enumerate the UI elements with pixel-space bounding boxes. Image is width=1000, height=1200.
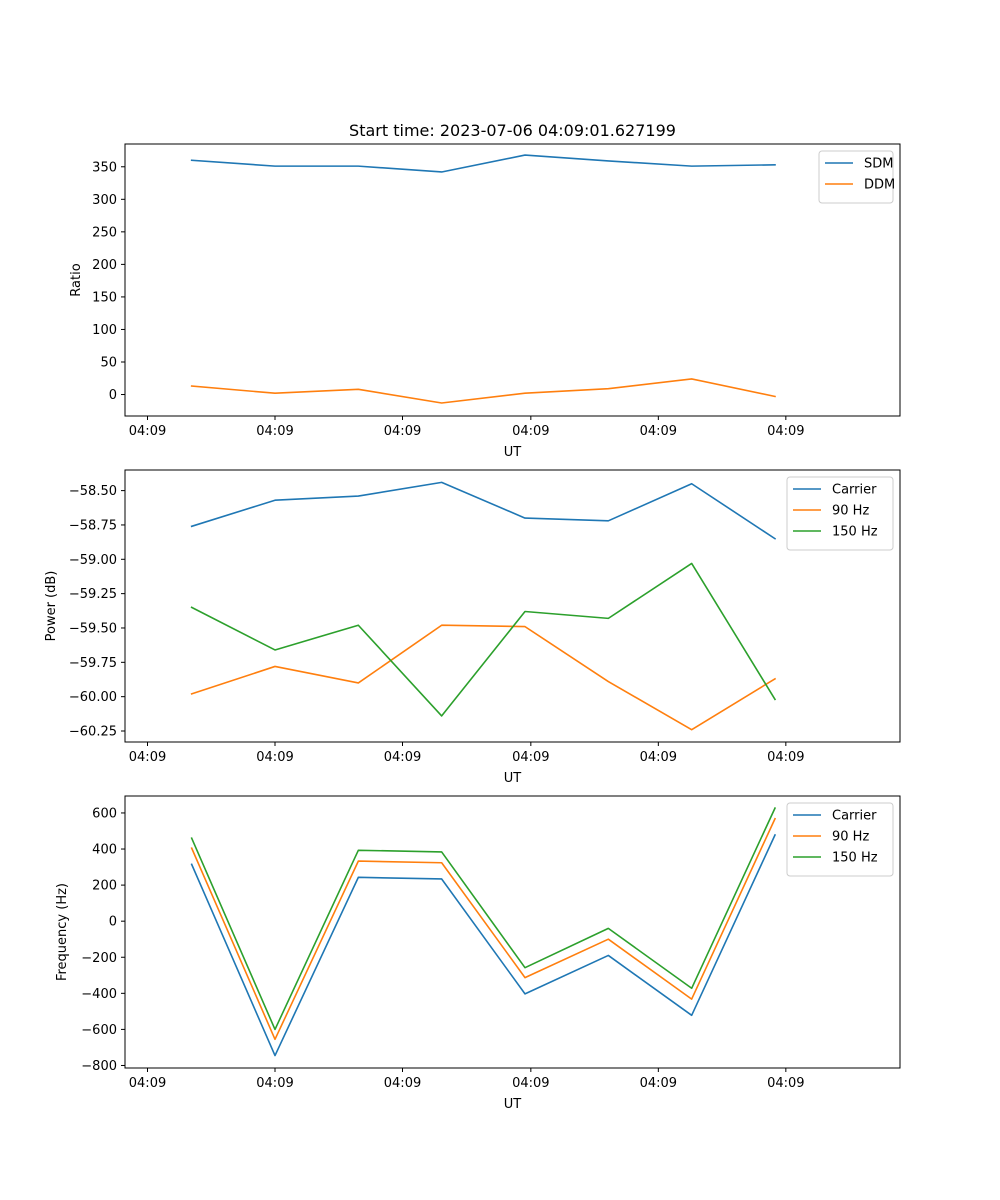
power-legend-label-carrier: Carrier: [832, 483, 877, 498]
frequency-y-tick-label: −800: [81, 1059, 117, 1074]
ratio-axes-frame: [124, 143, 901, 417]
frequency-x-tick-label: 04:09: [512, 1076, 549, 1091]
frequency-series-90-hz-line: [190, 817, 777, 1041]
chart-title: Start time: 2023-07-06 04:09:01.627199: [349, 121, 676, 140]
power-axes-frame: [124, 469, 901, 743]
frequency-y-axis-label: Frequency (Hz): [55, 883, 70, 981]
power-panel: 04:09 04:09 04:09 04:09 04:09 04:09 −58.50 −58.…: [44, 469, 901, 786]
frequency-x-axis-label: UT: [504, 1097, 522, 1112]
frequency-x-tick-label: 04:09: [256, 1076, 293, 1091]
power-x-tick-label: 04:09: [256, 750, 293, 765]
frequency-y-tick-label: 600: [92, 806, 117, 821]
power-y-tick-label: −60.00: [69, 690, 117, 705]
power-y-tick-label: −59.00: [69, 553, 117, 568]
frequency-plot-area: 04:09 04:09 04:09 04:09 04:09 04:09 600 400 200 0…: [81, 802, 894, 1091]
frequency-x-tick-label: 04:09: [767, 1076, 804, 1091]
ratio-y-tick-label: 50: [100, 355, 117, 370]
frequency-x-tick-label: 04:09: [640, 1076, 677, 1091]
ratio-x-axis-label: UT: [504, 445, 522, 460]
ratio-x-tick-label: 04:09: [512, 424, 549, 439]
power-series-150-hz-line: [190, 562, 777, 717]
power-legend-label-90-hz: 90 Hz: [832, 504, 869, 519]
ratio-x-tick-label: 04:09: [767, 424, 804, 439]
frequency-legend-label-150-hz: 150 Hz: [832, 851, 878, 866]
power-series-carrier-line: [190, 481, 777, 540]
frequency-legend: Carrier 90 Hz 150 Hz: [786, 802, 894, 877]
power-plot-area: 04:09 04:09 04:09 04:09 04:09 04:09 −58.50 −58.…: [69, 476, 894, 765]
ratio-series-ddm-line: [190, 378, 776, 404]
ratio-x-tick-label: 04:09: [640, 424, 677, 439]
power-legend: Carrier 90 Hz 150 Hz: [786, 476, 894, 551]
ratio-series-sdm-line: [190, 154, 776, 173]
power-x-tick-label: 04:09: [384, 750, 421, 765]
frequency-axes-frame: [124, 795, 901, 1069]
frequency-series-150-hz-line: [190, 807, 777, 1031]
power-y-tick-label: −58.75: [69, 518, 117, 533]
power-y-tick-label: −60.25: [69, 725, 117, 740]
ratio-panel: 04:09 04:09 04:09 04:09 04:09 04:09 0 50 100 150 2…: [69, 143, 901, 460]
frequency-x-tick-label: 04:09: [384, 1076, 421, 1091]
frequency-y-tick-label: 0: [109, 915, 117, 930]
frequency-legend-label-carrier: Carrier: [832, 809, 877, 824]
frequency-y-tick-label: 200: [92, 879, 117, 894]
ratio-x-tick-label: 04:09: [384, 424, 421, 439]
ratio-legend-label-ddm: DDM: [864, 178, 895, 193]
power-series-90-hz-line: [190, 624, 777, 731]
power-legend-label-150-hz: 150 Hz: [832, 525, 878, 540]
frequency-y-tick-label: 400: [92, 843, 117, 858]
power-x-tick-label: 04:09: [767, 750, 804, 765]
frequency-legend-label-90-hz: 90 Hz: [832, 830, 869, 845]
power-x-axis-label: UT: [504, 771, 522, 786]
ratio-y-tick-label: 200: [92, 258, 117, 273]
ratio-x-tick-label: 04:09: [129, 424, 166, 439]
ratio-y-tick-label: 100: [92, 323, 117, 338]
ratio-y-axis-label: Ratio: [69, 263, 84, 296]
ratio-y-tick-label: 0: [109, 388, 117, 403]
power-y-tick-label: −59.25: [69, 587, 117, 602]
ratio-x-tick-label: 04:09: [256, 424, 293, 439]
ratio-legend: SDM DDM: [818, 150, 895, 204]
frequency-series-carrier-line: [190, 833, 777, 1057]
ratio-legend-box: [818, 150, 894, 204]
power-y-tick-label: −59.75: [69, 656, 117, 671]
ratio-y-tick-label: 350: [92, 160, 117, 175]
ratio-plot-area: 04:09 04:09 04:09 04:09 04:09 04:09 0 50 100 150 2…: [92, 150, 895, 439]
ratio-y-tick-label: 250: [92, 225, 117, 240]
power-x-tick-label: 04:09: [512, 750, 549, 765]
frequency-y-tick-label: −200: [81, 951, 117, 966]
frequency-x-tick-label: 04:09: [129, 1076, 166, 1091]
power-y-tick-label: −59.50: [69, 621, 117, 636]
frequency-y-tick-label: −400: [81, 987, 117, 1002]
frequency-y-tick-label: −600: [81, 1023, 117, 1038]
ratio-y-tick-label: 300: [92, 193, 117, 208]
frequency-panel: 04:09 04:09 04:09 04:09 04:09 04:09 600 400 200 0…: [55, 795, 901, 1112]
power-x-tick-label: 04:09: [129, 750, 166, 765]
power-y-tick-label: −58.50: [69, 484, 117, 499]
ratio-legend-label-sdm: SDM: [864, 157, 893, 172]
power-y-axis-label: Power (dB): [44, 571, 59, 642]
power-x-tick-label: 04:09: [640, 750, 677, 765]
ratio-y-tick-label: 150: [92, 290, 117, 305]
